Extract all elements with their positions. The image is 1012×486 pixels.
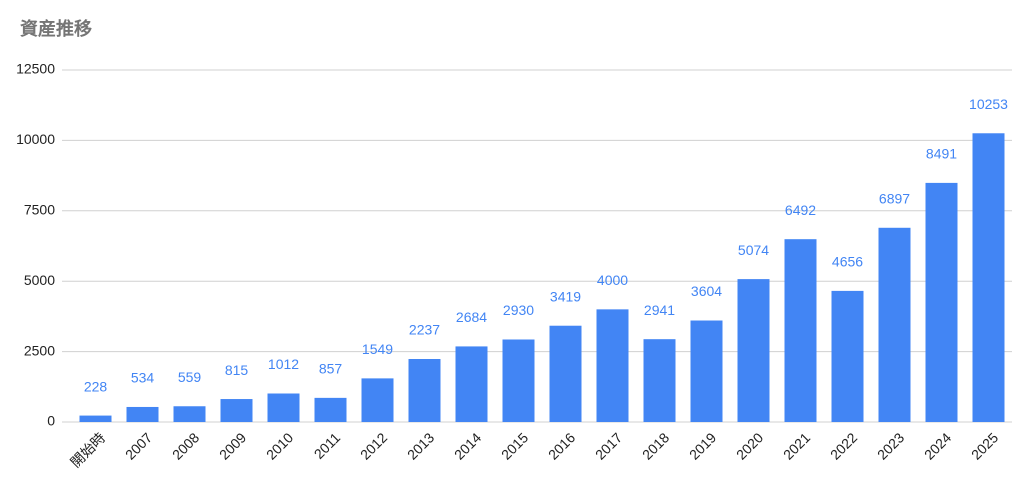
value-label: 3419 <box>550 288 581 304</box>
x-tick-label: 開始時 <box>67 429 108 470</box>
bar <box>737 279 770 422</box>
bar <box>549 325 582 422</box>
bar <box>173 406 206 422</box>
value-label: 6492 <box>785 202 816 218</box>
value-label: 3604 <box>691 283 722 299</box>
bar <box>408 359 441 422</box>
x-tick-label: 2010 <box>263 429 296 462</box>
value-label: 8491 <box>926 146 957 162</box>
x-tick-label: 2015 <box>498 429 531 462</box>
x-tick-label: 2020 <box>733 429 766 462</box>
value-label: 857 <box>319 361 343 377</box>
bar <box>314 397 347 422</box>
bar <box>79 415 112 422</box>
x-tick-label: 2016 <box>545 429 578 462</box>
bar <box>831 290 864 422</box>
bar <box>925 182 958 422</box>
x-tick-label: 2017 <box>592 429 625 462</box>
bar <box>502 339 535 422</box>
x-tick-label: 2025 <box>968 429 1001 462</box>
x-tick-label: 2008 <box>169 429 202 462</box>
x-tick-label: 2013 <box>404 429 437 462</box>
bar <box>220 399 253 422</box>
x-tick-label: 2009 <box>216 429 249 462</box>
bar <box>455 346 488 422</box>
chart-title: 資産推移 <box>20 18 92 39</box>
y-tick-label: 12500 <box>16 61 55 77</box>
value-label: 4000 <box>597 272 628 288</box>
y-tick-label: 0 <box>47 413 55 429</box>
value-label: 534 <box>131 370 155 386</box>
bar <box>690 320 723 422</box>
x-tick-label: 2014 <box>451 429 484 462</box>
x-tick-label: 2021 <box>780 429 813 462</box>
bar <box>596 309 629 422</box>
x-tick-label: 2012 <box>357 429 390 462</box>
x-tick-label: 2007 <box>122 429 155 462</box>
value-label: 1549 <box>362 341 393 357</box>
x-tick-label: 2019 <box>686 429 719 462</box>
value-label: 10253 <box>969 96 1008 112</box>
bar <box>643 339 676 422</box>
value-label: 2684 <box>456 309 487 325</box>
x-tick-label: 2011 <box>311 429 344 462</box>
bar <box>972 133 1005 422</box>
value-label: 2237 <box>409 322 440 338</box>
bar <box>126 406 159 422</box>
value-label: 2941 <box>644 302 675 318</box>
value-label: 1012 <box>268 356 299 372</box>
value-label: 6897 <box>879 190 910 206</box>
y-tick-label: 7500 <box>24 202 55 218</box>
bar <box>267 393 300 422</box>
value-label: 4656 <box>832 254 863 270</box>
value-label: 2930 <box>503 302 534 318</box>
value-label: 228 <box>84 378 108 394</box>
bar <box>878 227 911 422</box>
value-label: 5074 <box>738 242 769 258</box>
y-tick-label: 5000 <box>24 272 55 288</box>
bar <box>784 239 817 422</box>
value-label: 559 <box>178 369 202 385</box>
y-tick-label: 2500 <box>24 342 55 358</box>
bar <box>361 378 394 422</box>
x-tick-label: 2024 <box>921 429 954 462</box>
x-tick-label: 2023 <box>874 429 907 462</box>
y-tick-label: 10000 <box>16 131 55 147</box>
x-tick-label: 2018 <box>639 429 672 462</box>
x-tick-label: 2022 <box>827 429 860 462</box>
value-label: 815 <box>225 362 249 378</box>
